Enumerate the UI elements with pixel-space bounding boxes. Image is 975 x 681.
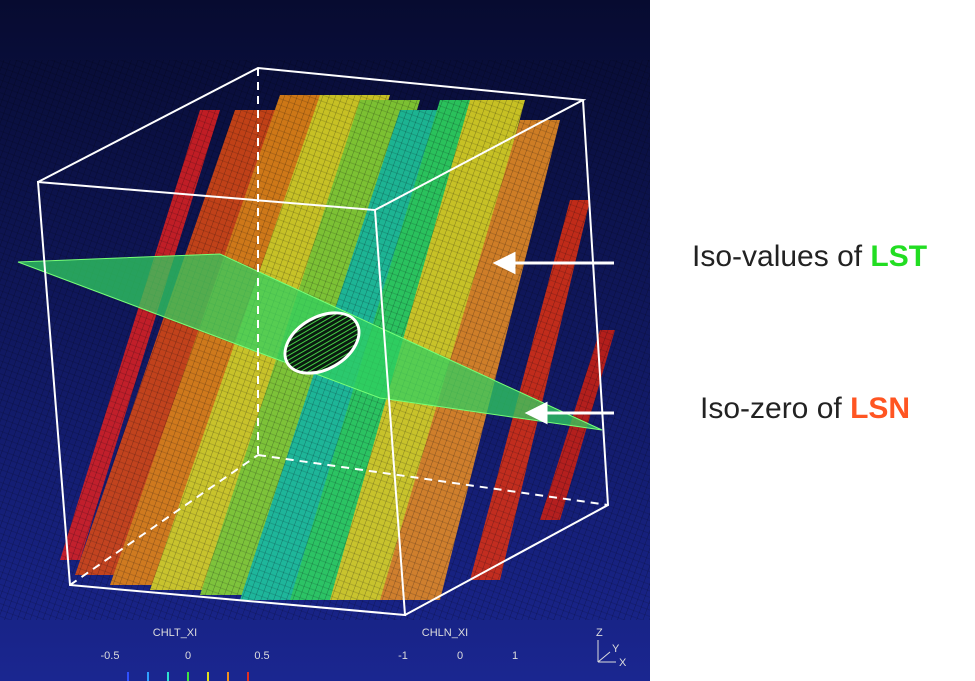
colorbar-tick: 0.5 <box>254 650 269 662</box>
colorbar-title: CHLN_XI <box>422 627 468 639</box>
label-name: LST <box>870 240 928 273</box>
arrow-head <box>492 251 516 275</box>
colorbar-tick: 1 <box>512 650 518 662</box>
axis-label: Y <box>612 643 620 655</box>
axis-label: X <box>619 657 627 669</box>
colorbar-tick: 0 <box>185 650 191 662</box>
colorbar-swatches <box>127 672 249 681</box>
arrow-head <box>524 401 548 425</box>
crack <box>283 311 361 375</box>
label-lst: Iso-values of LST <box>692 240 927 274</box>
box-hidden <box>257 454 609 506</box>
label-text: Iso-zero of <box>700 392 851 425</box>
colorbar-title: CHLT_XI <box>153 627 197 639</box>
label-name: LSN <box>850 392 911 425</box>
bounding-box <box>36 66 610 617</box>
box-top <box>37 66 587 211</box>
colorbar: CHLT_XI -0.5 0 0.5 CHLN_XI -1 0 1 <box>101 627 518 681</box>
colorbar-tick: -0.5 <box>101 650 120 662</box>
arrows <box>492 251 614 425</box>
axis-triad <box>597 640 616 663</box>
box-hidden <box>69 454 259 586</box>
colorbar-tick: 0 <box>457 650 463 662</box>
label-lsn: Iso-zero of LSN <box>700 392 910 426</box>
colorbar-tick: -1 <box>398 650 408 662</box>
label-text: Iso-values of <box>692 240 871 273</box>
axis-label: Z <box>596 627 603 639</box>
